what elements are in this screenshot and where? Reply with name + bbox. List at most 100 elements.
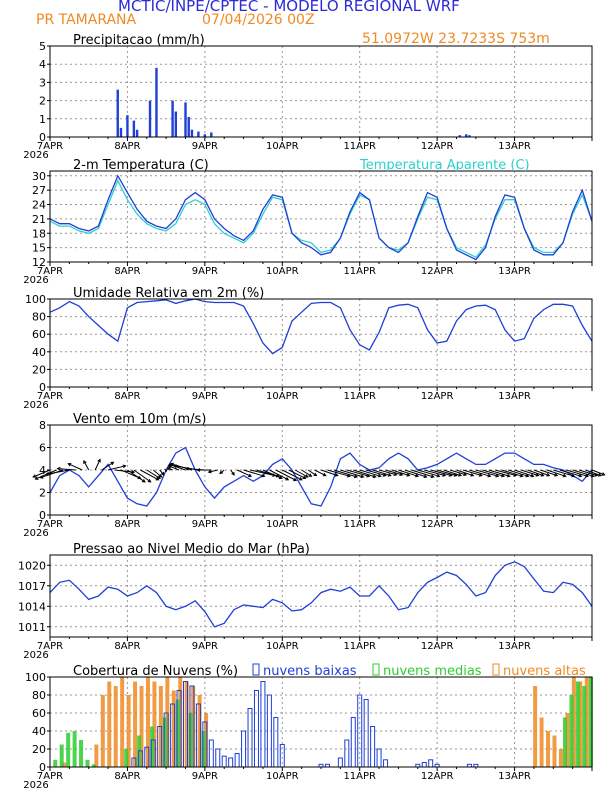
wind-vector — [340, 469, 364, 478]
precip-y-tick-label: 4 — [39, 58, 46, 71]
cloud-bar-nuvens-medias — [201, 731, 206, 767]
rh-y-tick-label: 80 — [32, 311, 46, 324]
cloud-bar-nuvens-baixas — [234, 753, 240, 768]
clouds-y-tick-label: 20 — [32, 743, 46, 756]
wind-vector-head — [463, 472, 468, 476]
cloud-bar-nuvens-baixas — [350, 717, 356, 768]
mslp-x-tick-label: 9APR — [192, 641, 218, 652]
wind-vector — [366, 469, 386, 477]
wind-line-0 — [49, 446, 593, 507]
cloud-bar-nuvens-altas — [171, 690, 176, 767]
wind-vector — [282, 469, 303, 481]
wind-vector-head — [506, 473, 511, 478]
rh-x-tick-label: 10APR — [266, 391, 299, 402]
rh-panel — [47, 298, 593, 391]
wind-y-tick-label: 0 — [39, 509, 46, 522]
wind-vector — [533, 469, 550, 477]
cloud-bar-nuvens-altas — [107, 681, 112, 767]
precip-bar — [116, 89, 119, 137]
cloud-bar-nuvens-baixas — [221, 755, 227, 768]
wind-vector-head — [83, 459, 87, 464]
cloud-bar-nuvens-baixas — [215, 748, 221, 768]
temp-line-1 — [49, 174, 593, 261]
wind-vector-head — [406, 473, 411, 477]
precip-bar — [174, 111, 178, 137]
wind-x-tick-label: 9APR — [192, 519, 218, 530]
wind-vector — [546, 469, 566, 477]
wind-vector — [249, 469, 276, 477]
wind-vector — [146, 469, 161, 479]
precip-bar — [148, 100, 152, 137]
wind-vector — [168, 465, 180, 471]
wind-vector-head — [304, 474, 309, 478]
rh-x-tick-label: 7APR — [37, 391, 63, 402]
wind-vector-head — [597, 473, 602, 477]
precip-bar — [203, 134, 207, 137]
precip-bar — [132, 120, 136, 137]
precip-bar — [155, 67, 158, 137]
wind-vector — [378, 469, 397, 476]
cloud-bar-nuvens-altas — [584, 677, 589, 767]
temp-y-tick-label: 21 — [32, 213, 46, 226]
wind-vector — [572, 469, 594, 477]
cloud-bar-nuvens-altas — [571, 677, 576, 767]
cloud-bar-nuvens-baixas — [260, 681, 266, 768]
wind-vector-head — [147, 478, 152, 483]
run-date-label: 07/04/2026 00Z — [202, 12, 315, 28]
cloud-bar-nuvens-altas — [94, 744, 99, 767]
cloud-bar-nuvens-baixas — [208, 739, 214, 768]
clouds-frame — [49, 676, 593, 768]
wind-vector-head — [487, 473, 492, 478]
wind-vector-head — [382, 473, 387, 477]
wind-vector — [83, 460, 90, 471]
wind-vector — [236, 469, 252, 477]
wind-vector-head — [554, 473, 559, 477]
mslp-x-tick-label: 10APR — [266, 641, 299, 652]
wind-vector-head — [495, 473, 500, 478]
mslp-y-tick-label: 1017 — [18, 580, 46, 593]
cloud-bar-nuvens-altas — [120, 677, 125, 767]
wind-vector — [456, 469, 474, 477]
wind-vector — [327, 469, 350, 477]
cloud-bar-nuvens-altas — [184, 681, 189, 767]
mslp-x-tick-label: 12APR — [421, 641, 454, 652]
cloud-bar-nuvens-medias — [569, 695, 574, 767]
wind-vector — [359, 469, 381, 477]
cloud-bar-nuvens-altas — [126, 695, 131, 767]
cloud-bar-nuvens-medias — [91, 764, 96, 767]
chart-title: MCTIC/INPE/CPTEC - MODELO REGIONAL WRF — [118, 0, 460, 15]
precip-bar — [210, 132, 213, 137]
precip-panel — [47, 45, 593, 141]
wind-vector — [507, 469, 529, 477]
precip-y-tick-label: 1 — [39, 113, 46, 126]
cloud-bar-nuvens-medias — [59, 744, 64, 767]
rh-y-tick-label: 40 — [32, 346, 46, 359]
precip-x-tick-label: 7APR — [37, 141, 63, 152]
wind-panel — [32, 424, 606, 519]
wind-x-tick-label: 11APR — [343, 519, 376, 530]
precip-y-tick-label: 5 — [39, 40, 46, 53]
temp-y-tick-label: 18 — [32, 227, 46, 240]
wind-vector-head — [278, 475, 283, 480]
rh-y-tick-label: 0 — [39, 381, 46, 394]
precip-x-tick-label: 11APR — [343, 141, 376, 152]
cloud-bar-nuvens-medias — [162, 717, 167, 767]
wind-vector-head — [32, 474, 37, 478]
rh-x-tick-label: 13APR — [498, 391, 531, 402]
cloud-legend-nuvens-medias: nuvens medias — [383, 664, 482, 679]
precip-y-tick-label: 0 — [39, 131, 46, 144]
wind-vector — [520, 469, 539, 477]
wind-vector-head — [372, 474, 377, 479]
wind-vector — [94, 459, 101, 471]
wind-vector — [152, 469, 162, 478]
temp-line-0 — [49, 179, 593, 259]
temp-y-tick-label: 24 — [32, 199, 46, 212]
cloud-legend-nuvens-altas: nuvens altas — [503, 664, 586, 679]
clouds-x-tick-label: 9APR — [192, 771, 218, 782]
clouds-x-tick-label: 12APR — [421, 771, 454, 782]
wind-vector — [417, 469, 440, 477]
clouds-y-tick-label: 100 — [25, 671, 46, 684]
wind-vector — [333, 469, 358, 478]
clouds-x-tick-label: 7APR — [37, 771, 63, 782]
cloud-bar-nuvens-altas — [558, 749, 563, 767]
